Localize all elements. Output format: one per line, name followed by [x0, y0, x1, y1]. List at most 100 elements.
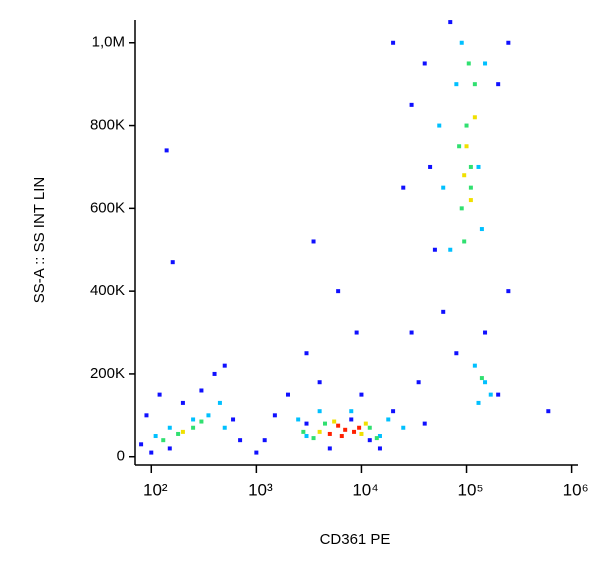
- x-tick-label: 10⁶: [563, 480, 589, 499]
- point: [464, 123, 469, 128]
- point: [167, 425, 172, 430]
- point: [336, 289, 341, 294]
- point: [354, 330, 359, 335]
- point: [377, 434, 382, 439]
- y-tick-label: 600K: [90, 199, 125, 216]
- point: [212, 371, 217, 376]
- point: [332, 419, 337, 424]
- point: [479, 376, 484, 381]
- point: [409, 330, 414, 335]
- point: [357, 425, 362, 430]
- point: [272, 413, 277, 418]
- point: [327, 431, 332, 436]
- point: [496, 82, 501, 87]
- y-tick-label: 800K: [90, 117, 125, 134]
- point: [317, 429, 322, 434]
- point: [401, 185, 406, 190]
- point: [254, 450, 259, 455]
- point: [206, 413, 211, 418]
- x-tick-label: 10³: [248, 480, 273, 499]
- point: [506, 40, 511, 45]
- point: [304, 421, 309, 426]
- point: [139, 442, 144, 447]
- point: [454, 82, 459, 87]
- point: [448, 20, 453, 25]
- point: [374, 436, 379, 441]
- point: [462, 173, 467, 178]
- y-tick-label: 400K: [90, 282, 125, 299]
- point: [441, 309, 446, 314]
- point: [386, 417, 391, 422]
- point: [161, 438, 166, 443]
- point: [464, 144, 469, 149]
- point: [506, 289, 511, 294]
- point: [153, 434, 158, 439]
- point: [483, 380, 488, 385]
- point: [363, 421, 368, 426]
- point: [496, 392, 501, 397]
- x-axis-label: CD361 PE: [320, 531, 391, 548]
- point: [170, 260, 175, 265]
- point: [422, 421, 427, 426]
- point: [454, 351, 459, 356]
- point: [336, 423, 341, 428]
- point: [349, 409, 354, 414]
- point: [323, 421, 328, 426]
- point: [199, 388, 204, 393]
- y-tick-label: 200K: [90, 365, 125, 382]
- point: [285, 392, 290, 397]
- point: [180, 400, 185, 405]
- point: [457, 144, 462, 149]
- point: [359, 392, 364, 397]
- point: [472, 363, 477, 368]
- point: [311, 436, 316, 441]
- point: [468, 185, 473, 190]
- point: [483, 61, 488, 66]
- point: [199, 419, 204, 424]
- point: [339, 434, 344, 439]
- point: [222, 425, 227, 430]
- point: [311, 239, 316, 244]
- x-tick-label: 10⁴: [352, 480, 378, 499]
- point: [164, 148, 169, 153]
- point: [222, 363, 227, 368]
- point: [401, 425, 406, 430]
- point: [468, 164, 473, 169]
- point: [191, 417, 196, 422]
- point: [167, 446, 172, 451]
- point: [409, 102, 414, 107]
- point: [317, 409, 322, 414]
- point: [459, 40, 464, 45]
- point: [144, 413, 149, 418]
- point: [437, 123, 442, 128]
- point: [349, 417, 354, 422]
- point: [149, 450, 154, 455]
- point: [546, 409, 551, 414]
- point: [479, 227, 484, 232]
- point: [191, 425, 196, 430]
- point: [262, 438, 267, 443]
- point: [157, 392, 162, 397]
- point: [327, 446, 332, 451]
- point: [428, 164, 433, 169]
- point: [359, 431, 364, 436]
- point: [441, 185, 446, 190]
- x-tick-label: 10²: [143, 480, 168, 499]
- point: [466, 61, 471, 66]
- point: [367, 425, 372, 430]
- point: [391, 409, 396, 414]
- point: [472, 82, 477, 87]
- point: [352, 429, 357, 434]
- point: [462, 239, 467, 244]
- y-axis-label: SS-A :: SS INT LIN: [31, 177, 48, 303]
- point: [459, 206, 464, 211]
- point: [416, 380, 421, 385]
- point: [176, 431, 181, 436]
- y-tick-label: 0: [117, 448, 125, 465]
- y-tick-label: 1,0M: [92, 34, 125, 51]
- point: [422, 61, 427, 66]
- point: [343, 427, 348, 432]
- point: [231, 417, 236, 422]
- point: [391, 40, 396, 45]
